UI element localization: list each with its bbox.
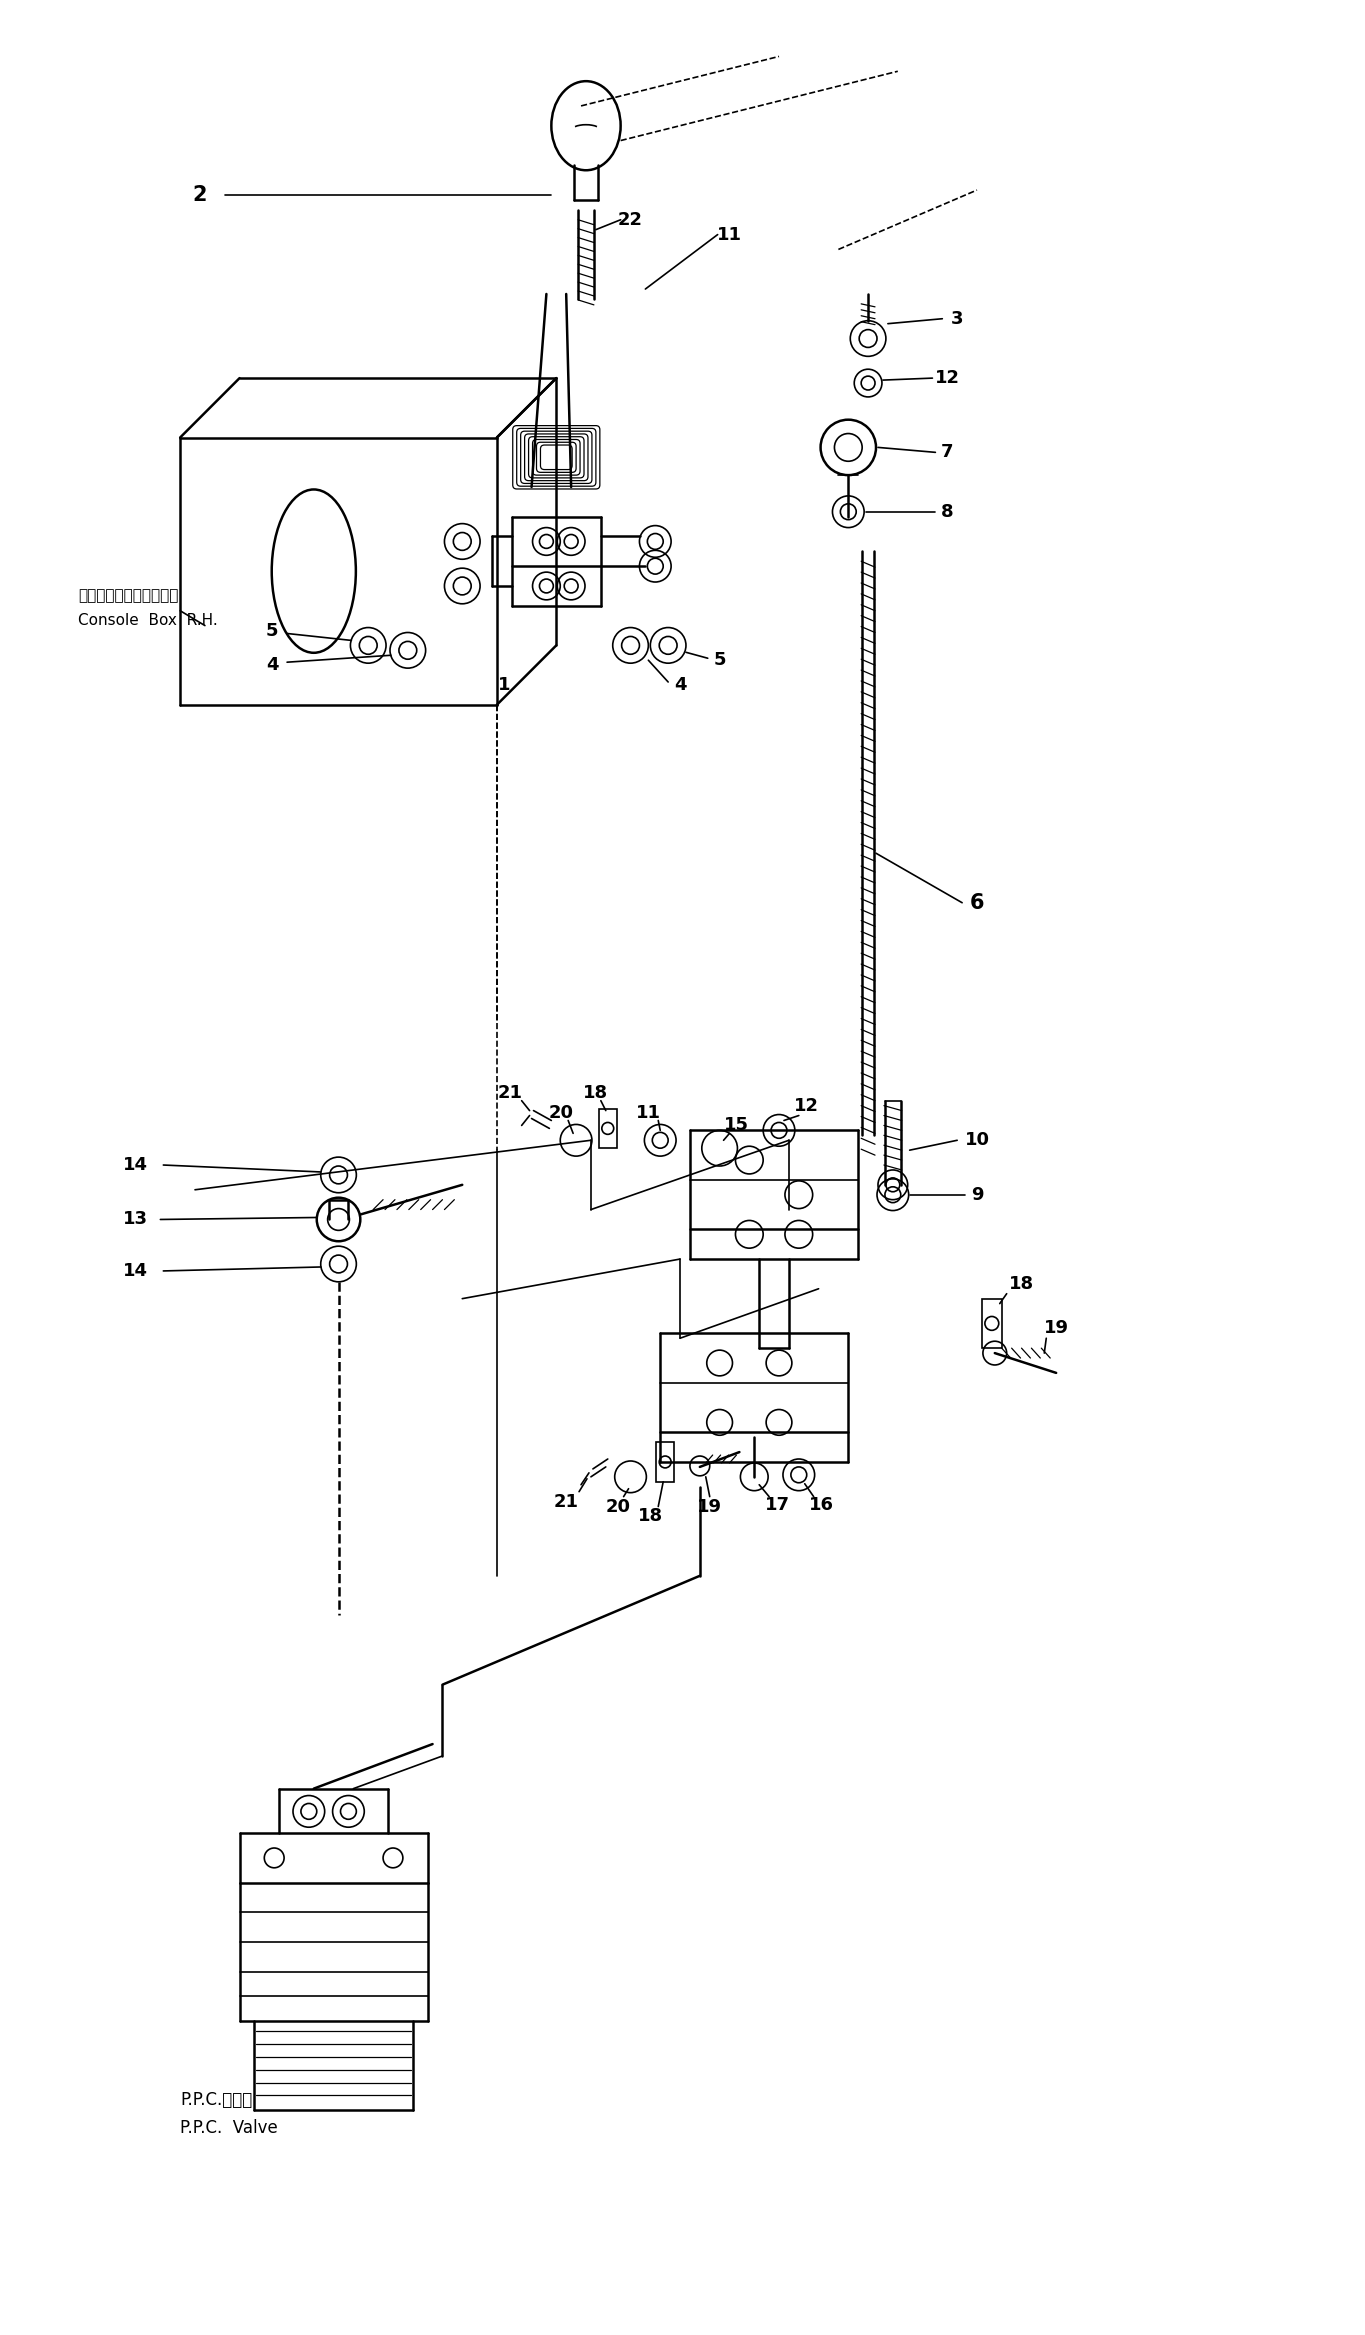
Text: 17: 17 <box>764 1494 789 1513</box>
Text: 3: 3 <box>951 311 964 327</box>
Text: 11: 11 <box>636 1104 661 1121</box>
Text: 6: 6 <box>969 892 984 913</box>
Text: 4: 4 <box>266 656 278 675</box>
Text: 18: 18 <box>583 1083 609 1102</box>
Text: P.P.C.  Valve: P.P.C. Valve <box>180 2120 278 2137</box>
Text: 21: 21 <box>497 1083 523 1102</box>
Text: Console  Box  R.H.: Console Box R.H. <box>78 614 218 628</box>
Text: 15: 15 <box>723 1116 749 1135</box>
Text: 18: 18 <box>1009 1275 1035 1294</box>
Text: 16: 16 <box>809 1494 834 1513</box>
Text: 20: 20 <box>549 1104 573 1121</box>
Text: 8: 8 <box>940 502 954 521</box>
Text: 12: 12 <box>794 1097 819 1114</box>
Text: 7: 7 <box>940 444 954 462</box>
Text: 5: 5 <box>714 651 726 670</box>
Text: 19: 19 <box>1044 1319 1069 1338</box>
Text: 10: 10 <box>965 1130 990 1149</box>
Text: P.P.C.バルブ: P.P.C.バルブ <box>180 2092 253 2109</box>
Text: 2: 2 <box>192 184 207 205</box>
Text: 14: 14 <box>123 1261 149 1280</box>
Text: 19: 19 <box>698 1497 722 1515</box>
Text: 18: 18 <box>637 1508 663 1525</box>
Text: 1: 1 <box>498 675 511 693</box>
Text: 12: 12 <box>935 369 960 388</box>
Text: 5: 5 <box>266 621 278 640</box>
Text: 11: 11 <box>717 226 743 243</box>
Text: 21: 21 <box>554 1492 579 1511</box>
Text: 4: 4 <box>674 675 687 693</box>
Text: 13: 13 <box>123 1210 149 1228</box>
Text: 20: 20 <box>605 1497 631 1515</box>
Text: 9: 9 <box>971 1186 983 1205</box>
Text: コンソールボックス　右: コンソールボックス 右 <box>78 588 179 602</box>
Text: 22: 22 <box>618 210 643 229</box>
Text: 14: 14 <box>123 1156 149 1175</box>
